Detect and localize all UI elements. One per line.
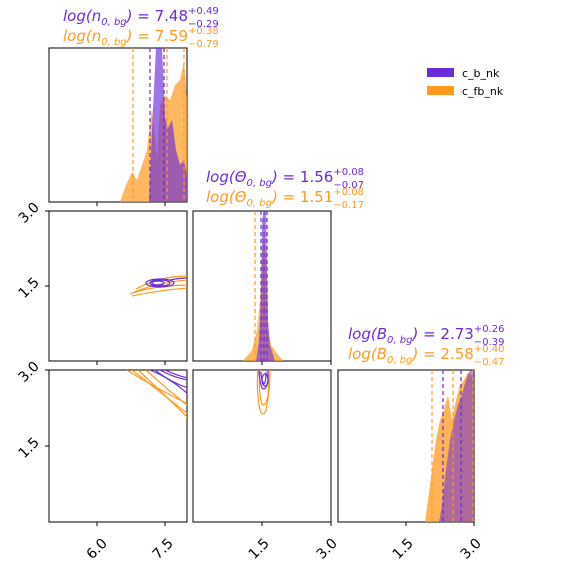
contours-n-theta	[129, 275, 187, 297]
hist-n-c_b_nk	[149, 48, 187, 202]
xtick-n-0: 6.0	[84, 536, 111, 563]
ytick-B-0: 3.0	[16, 359, 43, 386]
legend-label-c_b_nk: c_b_nk	[462, 67, 500, 80]
title-B-c_b_nk-minus: −0.39	[474, 337, 505, 348]
xtick-theta-1: 3.0	[314, 536, 341, 563]
legend: c_b_nk c_fb_nk	[427, 67, 504, 98]
ytick-theta-0: 3.0	[16, 200, 43, 227]
legend-label-c_fb_nk: c_fb_nk	[462, 85, 504, 98]
title-n-c_b_nk-minus: −0.29	[188, 19, 219, 30]
hist-B-c_b_nk	[439, 370, 474, 522]
ytick-theta-1: 1.5	[16, 275, 43, 302]
title-B-c_fb_nk: log(B0, bg) = 2.58+0.40	[348, 344, 504, 366]
xtick-n-1: 7.5	[150, 536, 177, 563]
tick-marks	[45, 202, 475, 526]
title-n-c_b_nk: log(n0, bg) = 7.48+0.49	[63, 6, 219, 28]
title-n-c_fb_nk: log(n0, bg) = 7.59+0.38	[63, 26, 219, 48]
title-theta-c_fb_nk: log(Θ0, bg) = 1.51+0.08	[206, 187, 364, 209]
legend-swatch-c_b_nk	[427, 68, 454, 77]
vlines-n	[132, 48, 185, 202]
title-theta-c_b_nk-minus: −0.07	[333, 180, 364, 191]
title-theta-c_b_nk: log(Θ0, bg) = 1.56+0.08	[206, 167, 364, 189]
xtick-theta-0: 1.5	[246, 536, 273, 563]
legend-swatch-c_fb_nk	[427, 86, 454, 95]
title-theta-c_fb_nk-minus: −0.17	[333, 200, 364, 211]
contours-n-B	[126, 370, 187, 418]
ytick-B-1: 1.5	[16, 435, 43, 462]
contours-theta-B	[256, 370, 271, 415]
panel-theta-B	[192, 369, 332, 523]
xtick-B-1: 3.0	[458, 536, 485, 563]
vlines-B	[431, 370, 474, 522]
title-B-c_b_nk: log(B0, bg) = 2.73+0.26	[348, 324, 504, 346]
xtick-B-0: 1.5	[390, 536, 417, 563]
title-B-c_fb_nk-minus: −0.47	[474, 357, 505, 368]
title-n-c_fb_nk-minus: −0.79	[188, 39, 219, 50]
vlines-theta	[254, 211, 268, 361]
